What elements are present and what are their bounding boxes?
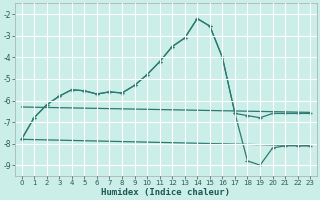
X-axis label: Humidex (Indice chaleur): Humidex (Indice chaleur) bbox=[101, 188, 230, 197]
